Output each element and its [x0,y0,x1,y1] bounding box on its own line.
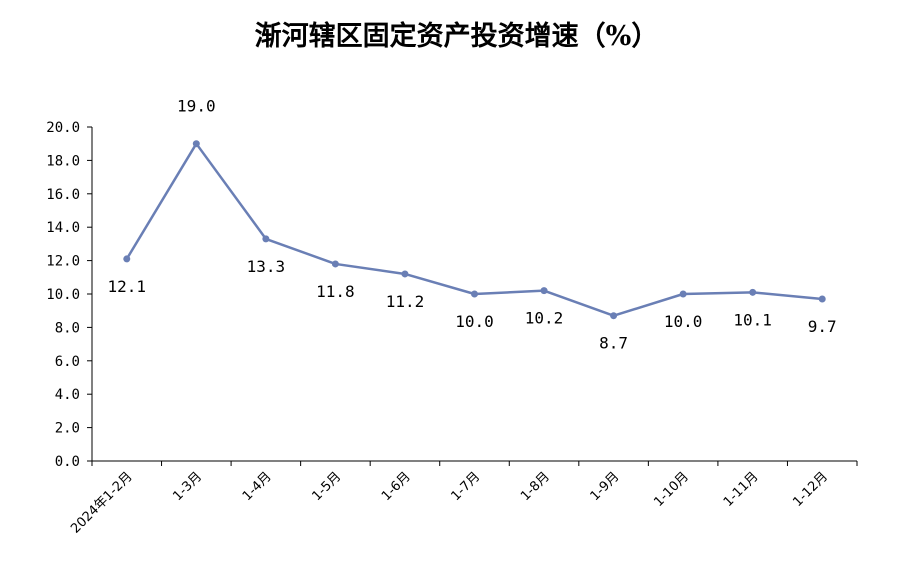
data-label: 8.7 [599,334,628,353]
data-point [749,288,757,296]
series-line [125,142,823,317]
y-tick-label: 0.0 [55,454,80,470]
x-category-label: 1-10月 [651,469,692,510]
axes [87,126,858,466]
data-point [331,260,339,268]
x-category-label: 1-8月 [518,469,553,504]
data-point [610,312,618,320]
y-tick-label: 14.0 [46,220,80,236]
x-category-label: 1-9月 [588,469,623,504]
data-point [401,270,409,278]
y-tick-label: 10.0 [46,287,80,303]
y-tick-label: 8.0 [55,320,80,336]
data-label: 9.7 [808,317,837,336]
y-tick-label: 4.0 [55,387,80,403]
data-label: 10.0 [664,312,703,331]
y-tick-labels: 0.0 2.0 4.0 6.0 8.0 10.0 12.0 14.0 16.0 18.0 20.0 [46,120,80,470]
data-point [471,290,478,298]
data-label: 11.2 [386,292,425,311]
data-point [679,290,687,298]
data-point [540,287,548,295]
x-category-label: 1-11月 [721,469,762,510]
chart-title: 渐河辖区固定资产投资增速（%） [254,21,659,52]
data-label: 10.1 [733,310,772,329]
y-tick-label: 12.0 [46,254,80,270]
data-label: 13.3 [247,257,286,276]
data-label: 10.0 [455,312,494,331]
x-category-label: 1-12月 [790,469,831,510]
series-group [123,140,826,320]
y-tick-label: 16.0 [46,187,80,203]
x-category-label: 1-3月 [170,469,205,504]
data-label: 11.8 [316,282,355,301]
x-category-label: 1-6月 [379,469,414,504]
data-point [262,235,270,243]
x-category-label: 1-5月 [309,469,344,504]
y-tick-label: 6.0 [55,354,80,370]
y-tick-label: 2.0 [55,421,80,437]
data-label: 12.1 [108,277,147,296]
x-tick-labels: 2024年1-2月 1-3月 1-4月 1-5月 1-6月 1-7月 1-8月 1-9月 1-1… [68,469,831,536]
data-label: 10.2 [525,309,564,328]
x-category-label: 1-4月 [240,469,275,504]
y-tick-label: 20.0 [46,120,80,136]
data-point [123,255,131,263]
y-tick-label: 18.0 [46,153,80,169]
x-category-label: 1-7月 [449,469,484,504]
data-labels: 12.1 19.0 13.3 11.8 11.2 10.0 10.2 8.7 10.0 10.1 9… [108,97,837,353]
data-point [192,140,200,148]
x-category-label: 2024年1-2月 [68,469,135,536]
data-label: 19.0 [177,97,216,116]
data-point [818,295,826,303]
